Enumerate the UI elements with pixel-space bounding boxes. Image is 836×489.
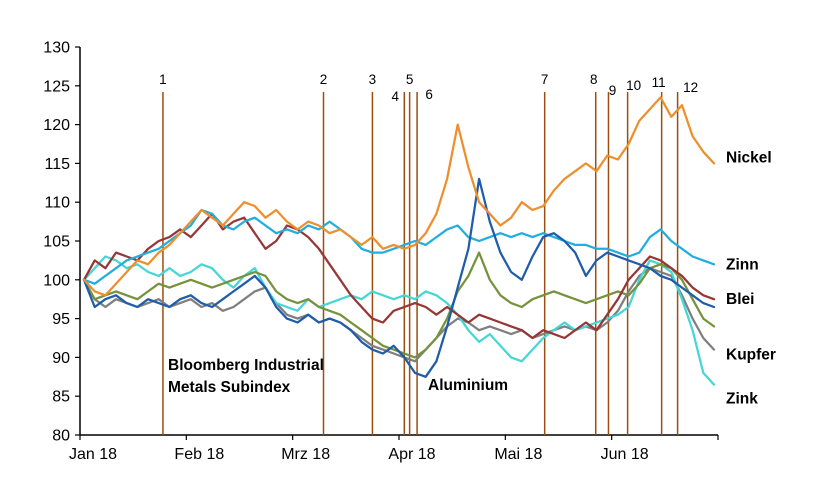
series-line-zink [82, 255, 716, 386]
event-marker-number: 7 [541, 72, 549, 87]
x-tick-label: Jan 18 [69, 446, 117, 463]
annotation-label: Metals Subindex [168, 379, 291, 396]
series-label-blei: Blei [726, 291, 754, 308]
y-tick-label: 90 [52, 350, 70, 367]
annotation-label: Bloomberg Industrial [168, 357, 324, 374]
series-line-kupfer [82, 267, 716, 363]
series-label-zink: Zink [726, 391, 758, 408]
series-label-nickel: Nickel [726, 149, 772, 166]
event-marker-number: 12 [683, 80, 698, 95]
series-line-nickel [82, 96, 716, 297]
y-tick-label: 115 [44, 156, 70, 173]
series-line-bloomberg-industrial-metals-subindex [82, 251, 716, 359]
x-tick-label: Jun 18 [601, 446, 649, 463]
x-tick-label: Mai 18 [494, 446, 542, 463]
x-tick-label: Feb 18 [174, 446, 224, 463]
y-tick-label: 130 [43, 40, 70, 57]
series-line-aluminium [82, 177, 716, 378]
event-marker-number: 1 [159, 72, 167, 87]
event-marker-number: 8 [590, 72, 598, 87]
y-tick-label: 95 [52, 311, 70, 328]
y-tick-label: 110 [44, 195, 70, 212]
y-tick-label: 85 [52, 389, 70, 406]
event-marker-number: 9 [609, 83, 617, 98]
x-tick-label: Mrz 18 [281, 446, 330, 463]
event-marker-number: 10 [626, 78, 641, 93]
series-label-zinn: Zinn [726, 256, 759, 273]
y-tick-label: 125 [43, 78, 70, 95]
event-marker-number: 3 [369, 72, 377, 87]
x-tick-label: Apr 18 [388, 446, 435, 463]
event-marker-number: 4 [392, 89, 400, 104]
annotation-label: Aluminium [428, 377, 508, 394]
y-tick-label: 105 [43, 234, 70, 251]
series-label-kupfer: Kupfer [726, 347, 776, 364]
event-marker-number: 5 [406, 72, 414, 87]
y-tick-label: 120 [43, 117, 70, 134]
event-marker-number: 11 [652, 75, 666, 90]
y-tick-label: 80 [52, 428, 70, 445]
event-marker-number: 2 [320, 72, 328, 87]
series-line-blei [82, 212, 716, 340]
y-tick-label: 100 [43, 272, 70, 289]
event-marker-number: 6 [425, 87, 433, 102]
